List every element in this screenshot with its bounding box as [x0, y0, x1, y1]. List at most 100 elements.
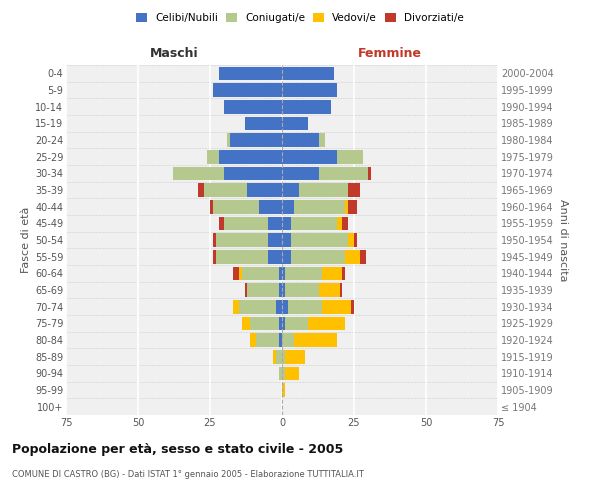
Text: Femmine: Femmine	[358, 47, 422, 60]
Bar	[218, 150, 282, 164]
Bar	[282, 133, 319, 147]
Bar	[282, 183, 299, 197]
Bar	[368, 166, 371, 180]
Bar	[259, 200, 282, 213]
Bar	[279, 366, 282, 380]
Bar	[360, 250, 365, 264]
Bar	[224, 216, 268, 230]
Bar	[224, 166, 282, 180]
Bar	[274, 350, 276, 364]
Bar	[340, 283, 343, 297]
Bar	[279, 283, 282, 297]
Bar	[224, 100, 282, 114]
Bar	[299, 183, 348, 197]
Bar	[285, 350, 305, 364]
Legend: Celibi/Nubili, Coniugati/e, Vedovi/e, Divorziati/e: Celibi/Nubili, Coniugati/e, Vedovi/e, Di…	[133, 10, 467, 26]
Bar	[173, 166, 224, 180]
Bar	[343, 266, 346, 280]
Bar	[218, 66, 282, 80]
Bar	[216, 250, 268, 264]
Bar	[247, 183, 282, 197]
Bar	[285, 283, 319, 297]
Bar	[204, 183, 247, 197]
Y-axis label: Anni di nascita: Anni di nascita	[558, 198, 568, 281]
Bar	[285, 316, 308, 330]
Bar	[346, 250, 360, 264]
Bar	[256, 333, 279, 347]
Bar	[282, 200, 293, 213]
Bar	[282, 100, 331, 114]
Bar	[279, 316, 282, 330]
Bar	[233, 266, 239, 280]
Bar	[282, 216, 290, 230]
Bar	[290, 250, 346, 264]
Bar	[199, 183, 204, 197]
Bar	[319, 283, 340, 297]
Bar	[293, 333, 337, 347]
Bar	[282, 83, 337, 97]
Bar	[346, 200, 348, 213]
Text: COMUNE DI CASTRO (BG) - Dati ISTAT 1° gennaio 2005 - Elaborazione TUTTITALIA.IT: COMUNE DI CASTRO (BG) - Dati ISTAT 1° ge…	[12, 470, 364, 479]
Bar	[282, 300, 288, 314]
Bar	[218, 216, 224, 230]
Bar	[239, 300, 276, 314]
Bar	[282, 233, 290, 247]
Bar	[213, 233, 216, 247]
Bar	[207, 150, 218, 164]
Bar	[282, 166, 319, 180]
Bar	[247, 283, 279, 297]
Bar	[282, 250, 290, 264]
Bar	[293, 200, 346, 213]
Bar	[285, 366, 299, 380]
Bar	[276, 350, 282, 364]
Bar	[213, 250, 216, 264]
Bar	[319, 133, 325, 147]
Bar	[282, 350, 285, 364]
Bar	[282, 366, 285, 380]
Bar	[282, 116, 308, 130]
Bar	[268, 233, 282, 247]
Bar	[233, 300, 239, 314]
Bar	[337, 216, 343, 230]
Bar	[210, 200, 213, 213]
Bar	[322, 300, 351, 314]
Text: Maschi: Maschi	[149, 47, 199, 60]
Bar	[282, 66, 334, 80]
Bar	[282, 283, 285, 297]
Bar	[245, 283, 247, 297]
Y-axis label: Fasce di età: Fasce di età	[20, 207, 31, 273]
Bar	[285, 266, 322, 280]
Bar	[282, 333, 293, 347]
Bar	[213, 83, 282, 97]
Bar	[290, 216, 337, 230]
Bar	[322, 266, 343, 280]
Bar	[216, 233, 268, 247]
Bar	[250, 316, 279, 330]
Bar	[250, 333, 256, 347]
Bar	[230, 133, 282, 147]
Bar	[354, 233, 357, 247]
Bar	[279, 266, 282, 280]
Bar	[276, 300, 282, 314]
Bar	[282, 150, 337, 164]
Bar	[288, 300, 322, 314]
Bar	[268, 250, 282, 264]
Bar	[282, 266, 285, 280]
Bar	[282, 383, 285, 397]
Bar	[348, 233, 354, 247]
Bar	[213, 200, 259, 213]
Bar	[227, 133, 230, 147]
Bar	[348, 183, 360, 197]
Bar	[245, 116, 282, 130]
Bar	[279, 333, 282, 347]
Bar	[242, 316, 250, 330]
Bar	[242, 266, 279, 280]
Bar	[308, 316, 346, 330]
Bar	[319, 166, 368, 180]
Bar	[351, 300, 354, 314]
Bar	[282, 316, 285, 330]
Bar	[348, 200, 357, 213]
Bar	[343, 216, 348, 230]
Bar	[290, 233, 348, 247]
Bar	[268, 216, 282, 230]
